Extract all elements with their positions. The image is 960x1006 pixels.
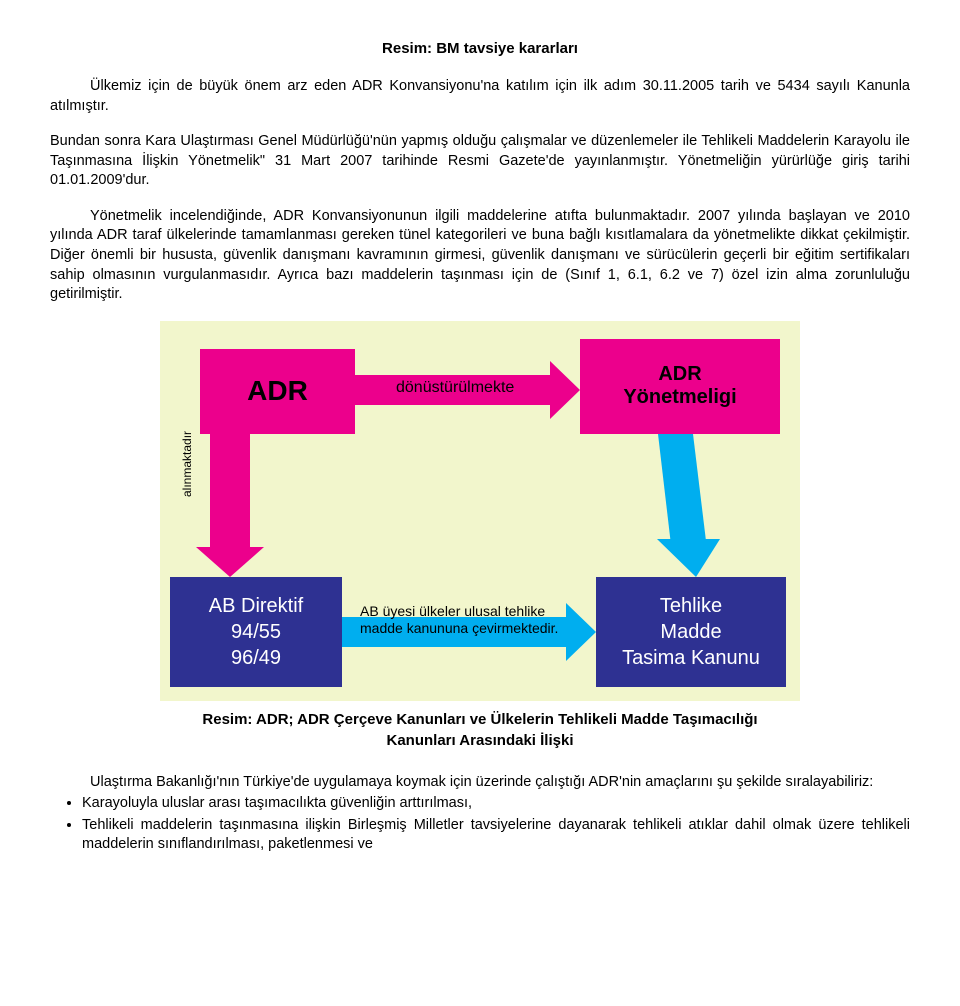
box-ab-line2: 94/55 [209, 619, 303, 645]
box-ab-direktif: AB Direktif 94/55 96/49 [170, 577, 342, 687]
caption-line-2: Kanunları Arasındaki İlişki [386, 732, 573, 749]
box-adr: ADR [200, 349, 355, 434]
label-cevirmektedir: AB üyesi ülkeler ulusal tehlike madde ka… [360, 603, 570, 638]
paragraph-1: Ülkemiz için de büyük önem arz eden ADR … [50, 77, 910, 116]
bullet-item: Karayoluyla uluslar arası taşımacılıkta … [82, 794, 910, 814]
paragraph-4: Ulaştırma Bakanlığı'nın Türkiye'de uygul… [50, 773, 910, 793]
bullet-item: Tehlikeli maddelerin taşınmasına ilişkin… [82, 816, 910, 855]
box-ab-line1: AB Direktif [209, 593, 303, 619]
label-donusturulmekte: dönüstürülmekte [396, 379, 514, 397]
box-yonetmeligi-line1: ADR [623, 363, 736, 386]
label-alinmaktadir: alınmaktadır [180, 431, 194, 497]
box-yonetmeligi-line2: Yönetmeligi [623, 386, 736, 409]
box-kanun-line1: Tehlike [622, 593, 760, 619]
box-tehlike-kanun: Tehlike Madde Tasima Kanunu [596, 577, 786, 687]
bullet-list: Karayoluyla uluslar arası taşımacılıkta … [82, 794, 910, 855]
diagram-caption: Resim: ADR; ADR Çerçeve Kanunları ve Ülk… [50, 709, 910, 751]
box-yonetmeligi: ADR Yönetmeligi [580, 339, 780, 434]
box-ab-line3: 96/49 [209, 645, 303, 671]
arrow-yonetmelik-to-kanun [657, 434, 720, 577]
box-kanun-line2: Madde [622, 619, 760, 645]
arrow-adr-to-ab [196, 434, 264, 577]
diagram-canvas: ADR ADR Yönetmeligi AB Direktif 94/55 96… [160, 321, 800, 701]
paragraph-2: Bundan sonra Kara Ulaştırması Genel Müdü… [50, 132, 910, 191]
box-kanun-line3: Tasima Kanunu [622, 645, 760, 671]
image-title: Resim: BM tavsiye kararları [50, 40, 910, 57]
paragraph-3: Yönetmelik incelendiğinde, ADR Konvansiy… [50, 207, 910, 305]
diagram-container: ADR ADR Yönetmeligi AB Direktif 94/55 96… [160, 321, 800, 701]
caption-line-1: Resim: ADR; ADR Çerçeve Kanunları ve Ülk… [202, 711, 757, 728]
